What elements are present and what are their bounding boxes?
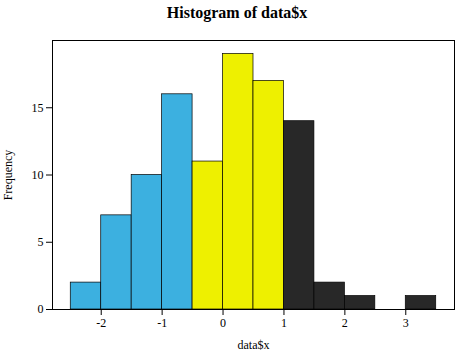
svg-text:0: 0 (38, 302, 44, 316)
svg-text:-1: -1 (157, 316, 167, 330)
svg-text:-2: -2 (96, 316, 106, 330)
svg-text:Frequency: Frequency (1, 150, 15, 201)
svg-text:5: 5 (38, 235, 44, 249)
svg-text:1: 1 (281, 316, 287, 330)
svg-text:10: 10 (32, 168, 44, 182)
svg-text:0: 0 (220, 316, 226, 330)
svg-text:data$x: data$x (238, 338, 270, 352)
svg-text:3: 3 (403, 316, 409, 330)
svg-text:15: 15 (32, 101, 44, 115)
html-text:Histogram of data$x: Histogram of data$x (166, 4, 308, 21)
svg-text:2: 2 (342, 316, 348, 330)
